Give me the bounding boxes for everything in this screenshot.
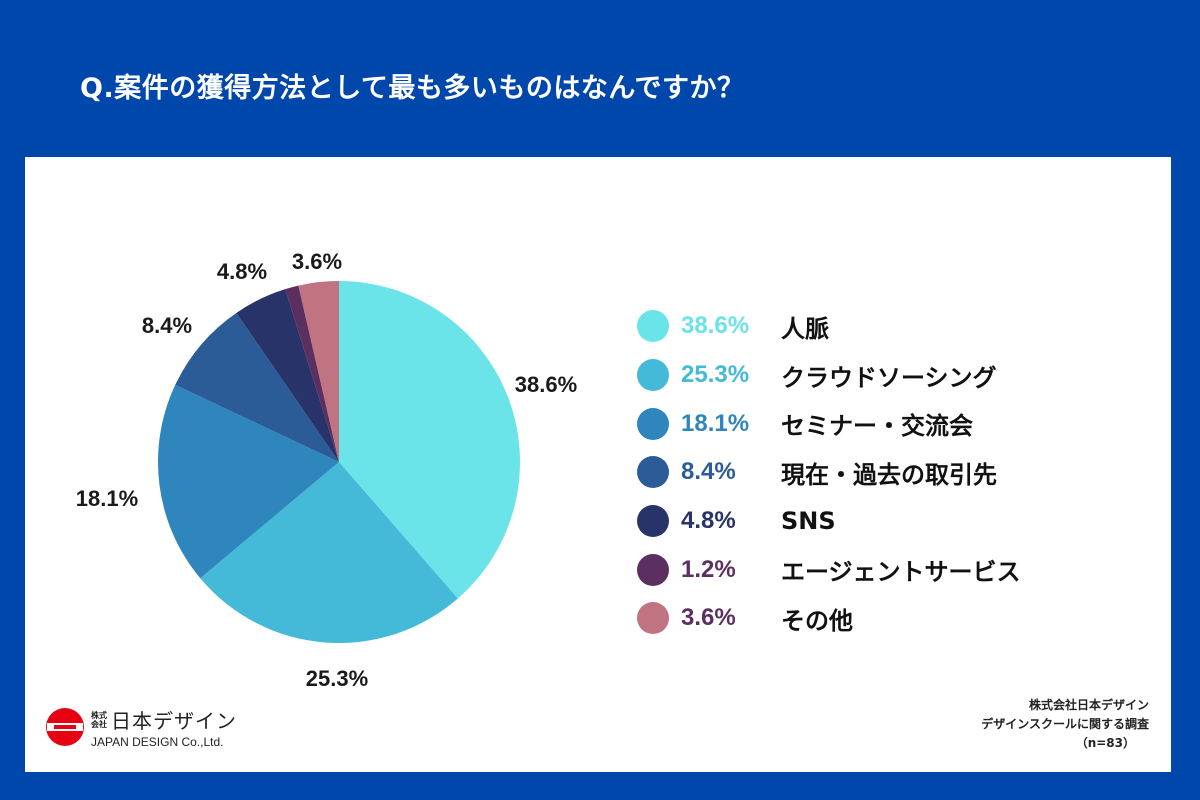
legend-percent: 1.2% xyxy=(681,555,736,583)
legend-percent: 25.3% xyxy=(681,361,750,389)
legend-percent: 38.6% xyxy=(681,312,750,340)
chart-card: 38.6% 25.3% 18.1% 8.4% 4.8% 3.6% 38.6% 人脈 25.3%… xyxy=(25,157,1171,772)
legend-swatch-icon xyxy=(637,553,669,586)
page-title: Q.案件の獲得方法として最も多いものはなんですか？ xyxy=(80,73,745,104)
legend-percent: 3.6% xyxy=(681,604,736,632)
legend-label: 現在・過去の取引先 xyxy=(781,460,997,489)
logo-small-top: 株式 xyxy=(91,710,107,720)
legend-label: クラウドソーシング xyxy=(781,363,997,392)
logo-small-bottom: 会社 xyxy=(91,719,107,729)
legend-percent: 18.1% xyxy=(681,409,750,437)
logo-mark-icon xyxy=(46,708,84,746)
legend-item: 8.4% 現在・過去の取引先 xyxy=(637,448,1021,497)
pie-slice-label-7: 3.6% xyxy=(292,249,342,274)
legend-label: セミナー・交流会 xyxy=(781,412,973,441)
legend-swatch-icon xyxy=(637,505,669,538)
pie-slice-label-5: 4.8% xyxy=(217,259,267,284)
legend-swatch-icon xyxy=(637,359,669,392)
legend-item: 25.3% クラウドソーシング xyxy=(637,351,1021,400)
pie-slice-7 xyxy=(298,281,339,462)
pie-slices xyxy=(157,281,520,644)
source-line-3: （n=83） xyxy=(1075,736,1135,750)
legend-item: 3.6% その他 xyxy=(637,594,1021,643)
logo-name-en: JAPAN DESIGN Co.,Ltd. xyxy=(91,735,224,749)
source-line-2: デザインスクールに関する調査 xyxy=(981,717,1149,731)
legend-item: 38.6% 人脈 xyxy=(637,302,1021,351)
legend-swatch-icon xyxy=(637,456,669,489)
source-line-1: 株式会社日本デザイン xyxy=(1028,698,1149,712)
pie-slice-5 xyxy=(236,289,339,462)
pie-slice-labels: 38.6% 25.3% 18.1% 8.4% 4.8% 3.6% xyxy=(76,249,577,691)
pie-slice-3 xyxy=(157,384,339,579)
legend-item: 4.8% SNS xyxy=(637,497,1021,546)
legend: 38.6% 人脈 25.3% クラウドソーシング 18.1% セミナー・交流会 8.4% 現在… xyxy=(637,302,1021,643)
legend-label: SNS xyxy=(781,507,836,536)
pie-slice-6 xyxy=(285,285,339,462)
legend-item: 18.1% セミナー・交流会 xyxy=(637,399,1021,448)
legend-label: その他 xyxy=(781,606,853,635)
legend-percent: 4.8% xyxy=(681,507,736,535)
company-logo: 株式 会社 日本デザイン JAPAN DESIGN Co.,Ltd. xyxy=(45,705,237,749)
legend-item: 1.2% エージェントサービス xyxy=(637,545,1021,594)
pie-slice-label-1: 38.6% xyxy=(515,372,577,397)
legend-swatch-icon xyxy=(637,602,669,635)
pie-slice-1 xyxy=(339,281,520,599)
pie-chart: 38.6% 25.3% 18.1% 8.4% 4.8% 3.6% xyxy=(76,249,577,691)
legend-label: 人脈 xyxy=(781,314,829,343)
source-note: 株式会社日本デザイン デザインスクールに関する調査 （n=83） xyxy=(981,696,1149,753)
legend-swatch-icon xyxy=(637,310,669,343)
logo-name-jp: 日本デザイン xyxy=(111,709,237,733)
legend-percent: 8.4% xyxy=(681,458,736,486)
pie-slice-label-4: 8.4% xyxy=(142,313,192,338)
legend-label: エージェントサービス xyxy=(781,558,1021,587)
pie-slice-4 xyxy=(175,312,339,462)
pie-slice-label-2: 25.3% xyxy=(306,666,368,691)
pie-slice-2 xyxy=(200,462,458,644)
pie-slice-label-3: 18.1% xyxy=(76,486,138,511)
legend-swatch-icon xyxy=(637,407,669,440)
